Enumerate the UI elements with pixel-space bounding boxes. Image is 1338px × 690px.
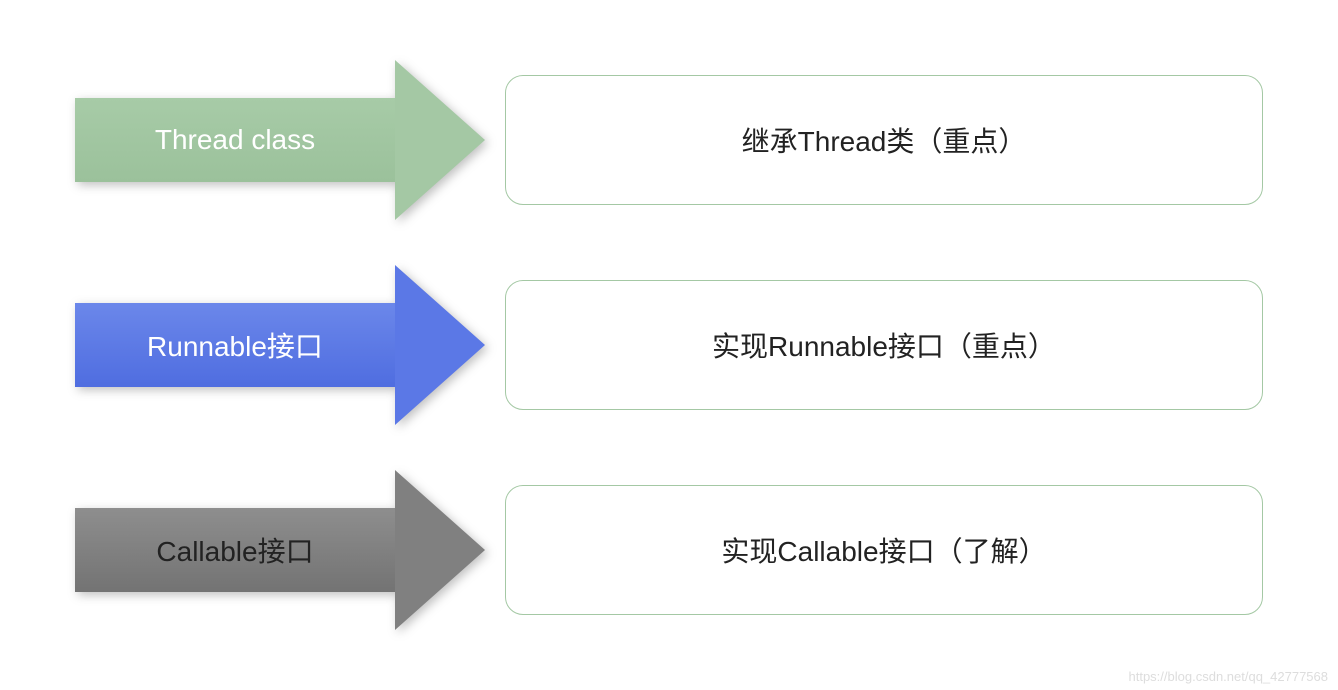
desc-thread: 继承Thread类（重点） [505,75,1263,205]
diagram-container: Thread class 继承Thread类（重点） Runnable接口 实现… [0,0,1338,660]
arrow-head-icon [395,60,485,220]
arrow-label: Thread class [155,124,315,156]
row-runnable: Runnable接口 实现Runnable接口（重点） [75,265,1263,425]
arrow-runnable: Runnable接口 [75,265,485,425]
arrow-head-icon [395,470,485,630]
arrow-body: Thread class [75,98,395,182]
arrow-callable: Callable接口 [75,470,485,630]
arrow-head-icon [395,265,485,425]
arrow-label: Callable接口 [156,530,313,570]
watermark-text: https://blog.csdn.net/qq_42777568 [1129,669,1329,684]
row-thread: Thread class 继承Thread类（重点） [75,60,1263,220]
arrow-body: Callable接口 [75,508,395,592]
desc-runnable: 实现Runnable接口（重点） [505,280,1263,410]
arrow-body: Runnable接口 [75,303,395,387]
row-callable: Callable接口 实现Callable接口（了解） [75,470,1263,630]
desc-callable: 实现Callable接口（了解） [505,485,1263,615]
arrow-thread: Thread class [75,60,485,220]
arrow-label: Runnable接口 [147,325,323,365]
